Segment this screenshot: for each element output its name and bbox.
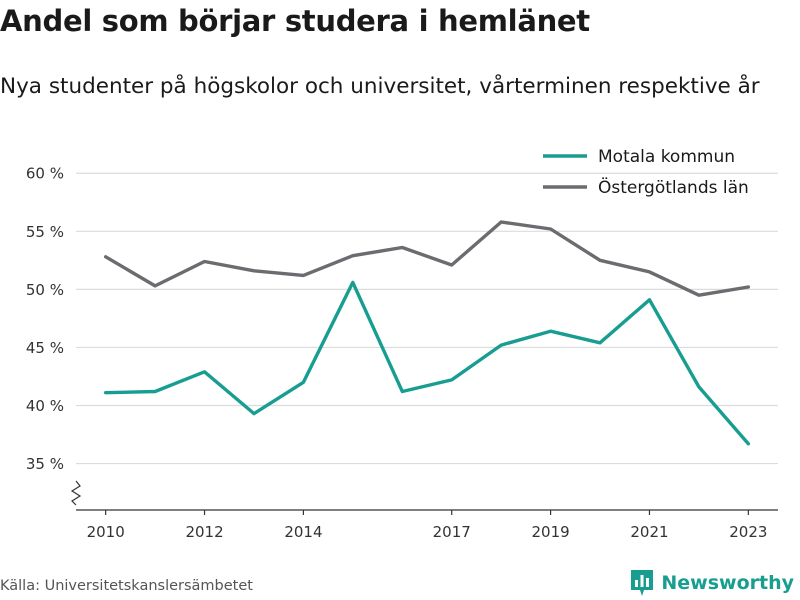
brand-name: Newsworthy	[661, 572, 794, 594]
y-tick-label: 40 %	[26, 397, 64, 415]
series-lines	[103, 220, 750, 446]
source-note: Källa: Universitetskanslersämbetet	[0, 578, 253, 594]
x-tick-label: 2010	[87, 523, 125, 541]
newsworthy-logo-icon	[631, 570, 654, 596]
x-tick-label: 2017	[433, 523, 471, 541]
y-tick-label: 45 %	[26, 339, 64, 357]
legend-label: Östergötlands län	[598, 176, 749, 198]
legend-label: Motala kommun	[598, 147, 735, 167]
series-line-2	[103, 220, 750, 297]
line-chart: 35 %40 %45 %50 %55 %60 % 2010 2012 2014 201…	[26, 147, 778, 541]
x-tick-label: 2012	[185, 523, 223, 541]
chart-title: Andel som börjar studera i hemlänet	[0, 4, 590, 38]
y-axis-ticks: 35 % 40 % 45 % 50 % 55 % 60 %	[26, 165, 64, 473]
x-tick-label: 2023	[729, 523, 767, 541]
y-tick-label: 60 %	[26, 165, 64, 183]
series-line-1	[103, 280, 750, 446]
x-tick-label: 2019	[531, 523, 569, 541]
y-tick-label: 55 %	[26, 223, 64, 241]
y-tick-label: 35 %	[26, 455, 64, 473]
chart-subtitle: Nya studenter på högskolor och universit…	[0, 74, 760, 99]
x-tick-label: 2014	[284, 523, 322, 541]
legend: Motala kommun Östergötlands län	[543, 147, 749, 198]
axis-break-icon	[70, 480, 82, 506]
gridlines	[76, 172, 778, 465]
y-tick-label: 50 %	[26, 281, 64, 299]
x-tick-label: 2021	[630, 523, 668, 541]
brand-logo[interactable]: Newsworthy	[629, 568, 794, 598]
x-axis: 2010 2012 2014 2017 2019 2021 2023	[70, 480, 778, 541]
